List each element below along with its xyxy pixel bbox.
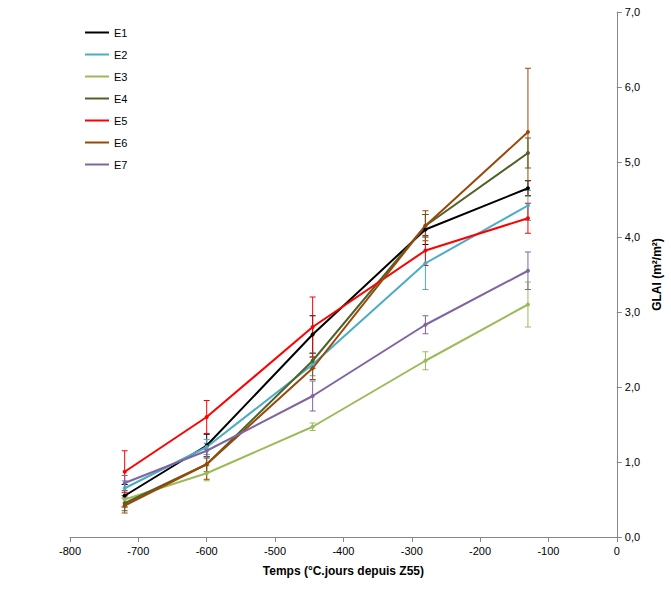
svg-text:-700: -700 <box>127 545 149 557</box>
svg-text:E5: E5 <box>114 115 127 127</box>
svg-text:-600: -600 <box>196 545 218 557</box>
svg-text:-200: -200 <box>469 545 491 557</box>
svg-text:1,0: 1,0 <box>625 456 640 468</box>
svg-text:-800: -800 <box>59 545 81 557</box>
svg-text:-300: -300 <box>401 545 423 557</box>
svg-text:3,0: 3,0 <box>625 306 640 318</box>
svg-text:E3: E3 <box>114 71 127 83</box>
svg-text:Temps (°C.jours depuis Z55): Temps (°C.jours depuis Z55) <box>263 564 424 578</box>
svg-text:E4: E4 <box>114 93 127 105</box>
svg-text:E1: E1 <box>114 27 127 39</box>
svg-text:7,0: 7,0 <box>625 6 640 18</box>
svg-text:5,0: 5,0 <box>625 156 640 168</box>
svg-text:GLAI (m²/m²): GLAI (m²/m²) <box>650 238 664 311</box>
svg-text:6,0: 6,0 <box>625 81 640 93</box>
svg-text:E7: E7 <box>114 159 127 171</box>
svg-text:2,0: 2,0 <box>625 381 640 393</box>
svg-text:E6: E6 <box>114 137 127 149</box>
svg-text:0,0: 0,0 <box>625 531 640 543</box>
svg-text:-500: -500 <box>264 545 286 557</box>
svg-text:-400: -400 <box>332 545 354 557</box>
svg-text:4,0: 4,0 <box>625 231 640 243</box>
svg-text:0: 0 <box>614 545 620 557</box>
svg-text:-100: -100 <box>537 545 559 557</box>
svg-text:E2: E2 <box>114 49 127 61</box>
